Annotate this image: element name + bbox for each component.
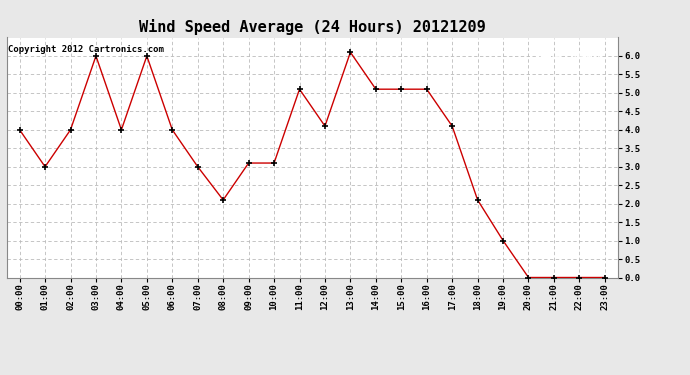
Text: Wind  (mph): Wind (mph) <box>537 50 602 59</box>
Title: Wind Speed Average (24 Hours) 20121209: Wind Speed Average (24 Hours) 20121209 <box>139 19 486 35</box>
Text: Copyright 2012 Cartronics.com: Copyright 2012 Cartronics.com <box>8 45 164 54</box>
